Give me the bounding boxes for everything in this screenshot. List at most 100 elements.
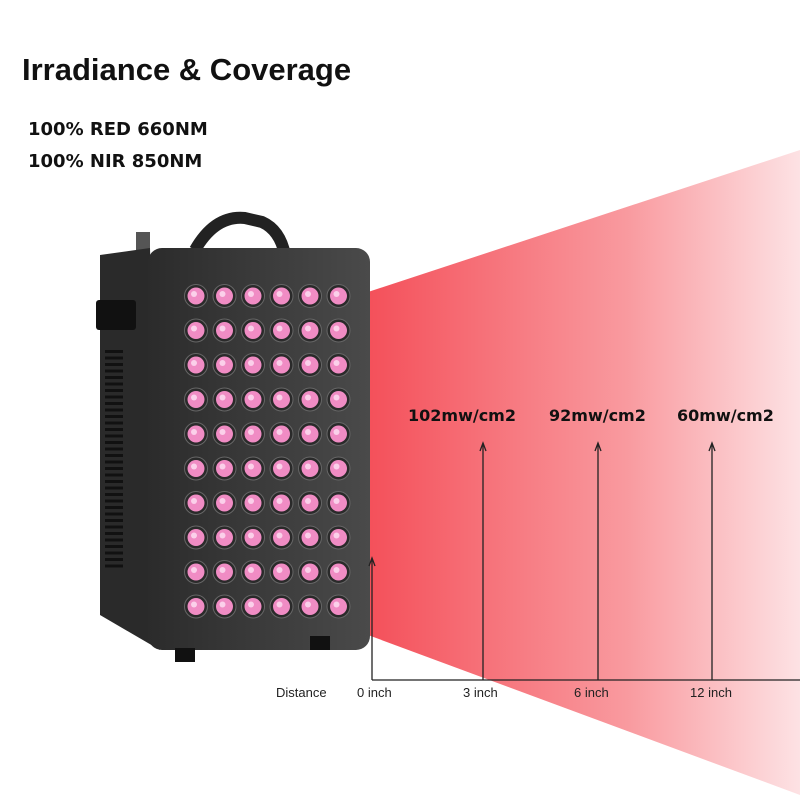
led-glint bbox=[333, 532, 340, 539]
vent bbox=[105, 389, 123, 392]
led-glint bbox=[219, 532, 226, 539]
led-glint bbox=[248, 463, 254, 470]
spec: 100% NIR 850NM bbox=[28, 151, 202, 172]
vent bbox=[105, 447, 123, 451]
led-glint bbox=[248, 532, 254, 539]
led-glint bbox=[333, 498, 340, 504]
vent bbox=[105, 486, 123, 490]
led-glint bbox=[191, 394, 197, 401]
led-glint bbox=[248, 498, 254, 504]
led-glint bbox=[191, 429, 197, 435]
led-glint bbox=[305, 325, 311, 332]
led-glint bbox=[276, 601, 283, 608]
led-glint bbox=[219, 394, 226, 401]
spec: 100% RED 660NM bbox=[28, 119, 208, 140]
led-glint bbox=[305, 532, 311, 539]
led-glint bbox=[191, 498, 197, 504]
led-glint bbox=[333, 463, 340, 470]
led-glint bbox=[276, 325, 283, 332]
vent bbox=[105, 499, 123, 503]
distance-mark: 0 inch bbox=[357, 685, 392, 700]
arrowhead bbox=[368, 556, 376, 567]
distance-mark: 3 inch bbox=[463, 685, 498, 700]
led-glint bbox=[333, 394, 340, 401]
power-socket bbox=[96, 300, 136, 330]
irradiance-label: 60mw/cm2 bbox=[677, 406, 774, 425]
light-beam bbox=[368, 150, 800, 795]
led-glint bbox=[191, 291, 197, 297]
led-glint bbox=[305, 567, 311, 573]
vent bbox=[105, 382, 123, 386]
led-glint bbox=[248, 325, 254, 332]
foot bbox=[310, 636, 330, 650]
led-glint bbox=[248, 291, 254, 297]
vent bbox=[105, 564, 123, 568]
led-glint bbox=[305, 291, 311, 297]
led-glint bbox=[276, 360, 283, 366]
led-glint bbox=[305, 394, 311, 401]
vent bbox=[105, 480, 123, 483]
led-glint bbox=[248, 601, 254, 608]
led-glint bbox=[305, 360, 311, 366]
led-glint bbox=[219, 291, 226, 297]
vent bbox=[105, 363, 123, 366]
led-glint bbox=[219, 360, 226, 366]
vent bbox=[105, 545, 123, 548]
distance-lines bbox=[368, 441, 800, 681]
led-glint bbox=[305, 429, 311, 435]
led-glint bbox=[276, 291, 283, 297]
led-glint bbox=[276, 532, 283, 539]
led-glint bbox=[276, 429, 283, 435]
vent bbox=[105, 350, 123, 353]
led-glint bbox=[276, 394, 283, 401]
vent bbox=[105, 532, 123, 535]
vent bbox=[105, 376, 123, 379]
led-glint bbox=[276, 567, 283, 573]
vent bbox=[105, 428, 123, 431]
handle bbox=[189, 211, 291, 257]
distance-title: Distance bbox=[276, 685, 327, 700]
knob bbox=[136, 232, 150, 252]
led-glint bbox=[191, 532, 197, 539]
distance-mark: 6 inch bbox=[574, 685, 609, 700]
title: Irradiance & Coverage bbox=[22, 52, 351, 87]
irradiance-label: 102mw/cm2 bbox=[408, 406, 516, 425]
led-glint bbox=[248, 394, 254, 401]
vent bbox=[105, 506, 123, 509]
vent bbox=[105, 519, 123, 522]
arrowhead bbox=[708, 441, 716, 452]
led-glint bbox=[333, 291, 340, 297]
led-glint bbox=[219, 325, 226, 332]
vent bbox=[105, 551, 123, 555]
led-glint bbox=[219, 601, 226, 608]
foot bbox=[175, 648, 195, 662]
led-glint bbox=[305, 498, 311, 504]
led-glint bbox=[219, 498, 226, 504]
device-side bbox=[100, 248, 160, 650]
vent bbox=[105, 434, 123, 438]
led-glint bbox=[305, 463, 311, 470]
vent bbox=[105, 558, 123, 561]
led-glint bbox=[248, 567, 254, 573]
vent bbox=[105, 512, 123, 516]
led-glint bbox=[191, 567, 197, 573]
led-glint bbox=[333, 429, 340, 435]
vent bbox=[105, 467, 123, 470]
device bbox=[96, 211, 370, 662]
led-glint bbox=[248, 429, 254, 435]
vent bbox=[105, 493, 123, 496]
led-glint bbox=[191, 601, 197, 608]
vent bbox=[105, 460, 123, 464]
led-glint bbox=[219, 463, 226, 470]
vent bbox=[105, 538, 123, 542]
vent bbox=[105, 441, 123, 444]
led-glint bbox=[191, 360, 197, 366]
vent bbox=[105, 421, 123, 425]
led-glint bbox=[276, 463, 283, 470]
vent bbox=[105, 454, 123, 457]
led-glint bbox=[248, 360, 254, 366]
vent bbox=[105, 525, 123, 529]
arrowhead bbox=[594, 441, 602, 452]
led-glint bbox=[305, 601, 311, 608]
